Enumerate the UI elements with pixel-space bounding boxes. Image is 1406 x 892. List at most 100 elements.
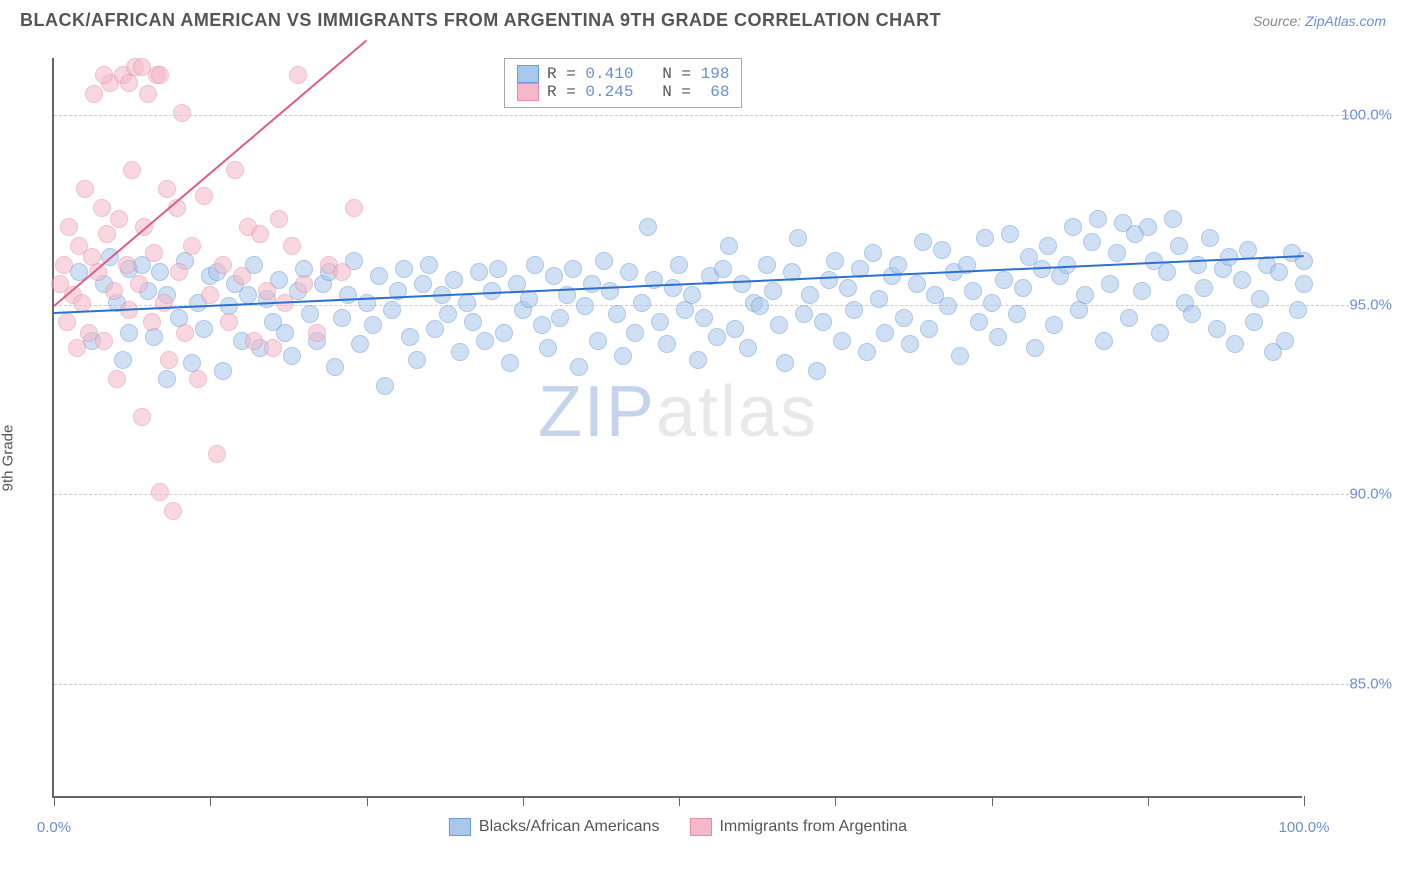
scatter-point (976, 229, 994, 247)
scatter-point (93, 199, 111, 217)
scatter-point (1276, 332, 1294, 350)
scatter-point (595, 252, 613, 270)
scatter-point (158, 370, 176, 388)
chart-title: BLACK/AFRICAN AMERICAN VS IMMIGRANTS FRO… (20, 10, 941, 31)
scatter-point (908, 275, 926, 293)
scatter-point (1289, 301, 1307, 319)
legend-stats-values: R = 0.410 N = 198 (547, 65, 729, 83)
scatter-point (776, 354, 794, 372)
scatter-point (1295, 275, 1313, 293)
scatter-point (801, 286, 819, 304)
watermark-zip: ZIP (538, 372, 656, 452)
scatter-point (173, 104, 191, 122)
scatter-point (458, 294, 476, 312)
scatter-point (770, 316, 788, 334)
scatter-point (1008, 305, 1026, 323)
title-bar: BLACK/AFRICAN AMERICAN VS IMMIGRANTS FRO… (0, 0, 1406, 41)
legend-stats-values: R = 0.245 N = 68 (547, 83, 729, 101)
scatter-point (201, 286, 219, 304)
scatter-point (1108, 244, 1126, 262)
scatter-point (208, 445, 226, 463)
plot-area: ZIPatlas R = 0.410 N = 198R = 0.245 N = … (52, 58, 1302, 798)
scatter-point (889, 256, 907, 274)
scatter-point (195, 320, 213, 338)
scatter-point (118, 256, 136, 274)
scatter-point (1014, 279, 1032, 297)
scatter-point (170, 263, 188, 281)
scatter-point (351, 335, 369, 353)
scatter-point (1064, 218, 1082, 236)
scatter-point (789, 229, 807, 247)
scatter-point (1226, 335, 1244, 353)
scatter-point (195, 187, 213, 205)
scatter-point (426, 320, 444, 338)
scatter-point (1133, 282, 1151, 300)
gridline-horizontal (54, 115, 1354, 116)
scatter-point (130, 275, 148, 293)
scatter-point (533, 316, 551, 334)
scatter-point (639, 218, 657, 236)
scatter-point (1095, 332, 1113, 350)
scatter-point (414, 275, 432, 293)
scatter-point (1045, 316, 1063, 334)
scatter-point (270, 210, 288, 228)
scatter-point (864, 244, 882, 262)
scatter-point (214, 256, 232, 274)
scatter-point (733, 275, 751, 293)
scatter-point (73, 294, 91, 312)
scatter-point (158, 180, 176, 198)
scatter-point (1076, 286, 1094, 304)
scatter-point (139, 85, 157, 103)
x-tick (1304, 796, 1305, 806)
scatter-point (451, 343, 469, 361)
scatter-point (564, 260, 582, 278)
x-tick (367, 796, 368, 806)
scatter-point (601, 282, 619, 300)
scatter-point (301, 305, 319, 323)
scatter-point (920, 320, 938, 338)
x-tick (679, 796, 680, 806)
y-tick-label: 90.0% (1312, 486, 1392, 503)
scatter-point (1151, 324, 1169, 342)
scatter-point (1139, 218, 1157, 236)
scatter-point (68, 339, 86, 357)
source-link[interactable]: ZipAtlas.com (1305, 13, 1386, 29)
scatter-point (658, 335, 676, 353)
scatter-point (758, 256, 776, 274)
scatter-point (376, 377, 394, 395)
scatter-point (1026, 339, 1044, 357)
gridline-horizontal (54, 684, 1354, 685)
scatter-point (495, 324, 513, 342)
scatter-point (751, 297, 769, 315)
legend-swatch (517, 83, 539, 101)
scatter-point (683, 286, 701, 304)
scatter-point (1083, 233, 1101, 251)
scatter-point (876, 324, 894, 342)
scatter-point (689, 351, 707, 369)
scatter-point (1201, 229, 1219, 247)
scatter-point (383, 301, 401, 319)
scatter-point (814, 313, 832, 331)
scatter-point (283, 237, 301, 255)
scatter-point (264, 339, 282, 357)
scatter-point (795, 305, 813, 323)
scatter-point (664, 279, 682, 297)
scatter-point (464, 313, 482, 331)
legend-series-item: Immigrants from Argentina (689, 818, 907, 836)
scatter-point (845, 301, 863, 319)
scatter-point (176, 324, 194, 342)
scatter-point (333, 309, 351, 327)
scatter-point (420, 256, 438, 274)
scatter-point (820, 271, 838, 289)
scatter-point (189, 370, 207, 388)
scatter-point (1270, 263, 1288, 281)
scatter-point (339, 286, 357, 304)
scatter-point (764, 282, 782, 300)
scatter-point (226, 161, 244, 179)
x-tick (835, 796, 836, 806)
scatter-point (951, 347, 969, 365)
scatter-point (583, 275, 601, 293)
scatter-point (626, 324, 644, 342)
scatter-point (964, 282, 982, 300)
scatter-point (58, 313, 76, 331)
